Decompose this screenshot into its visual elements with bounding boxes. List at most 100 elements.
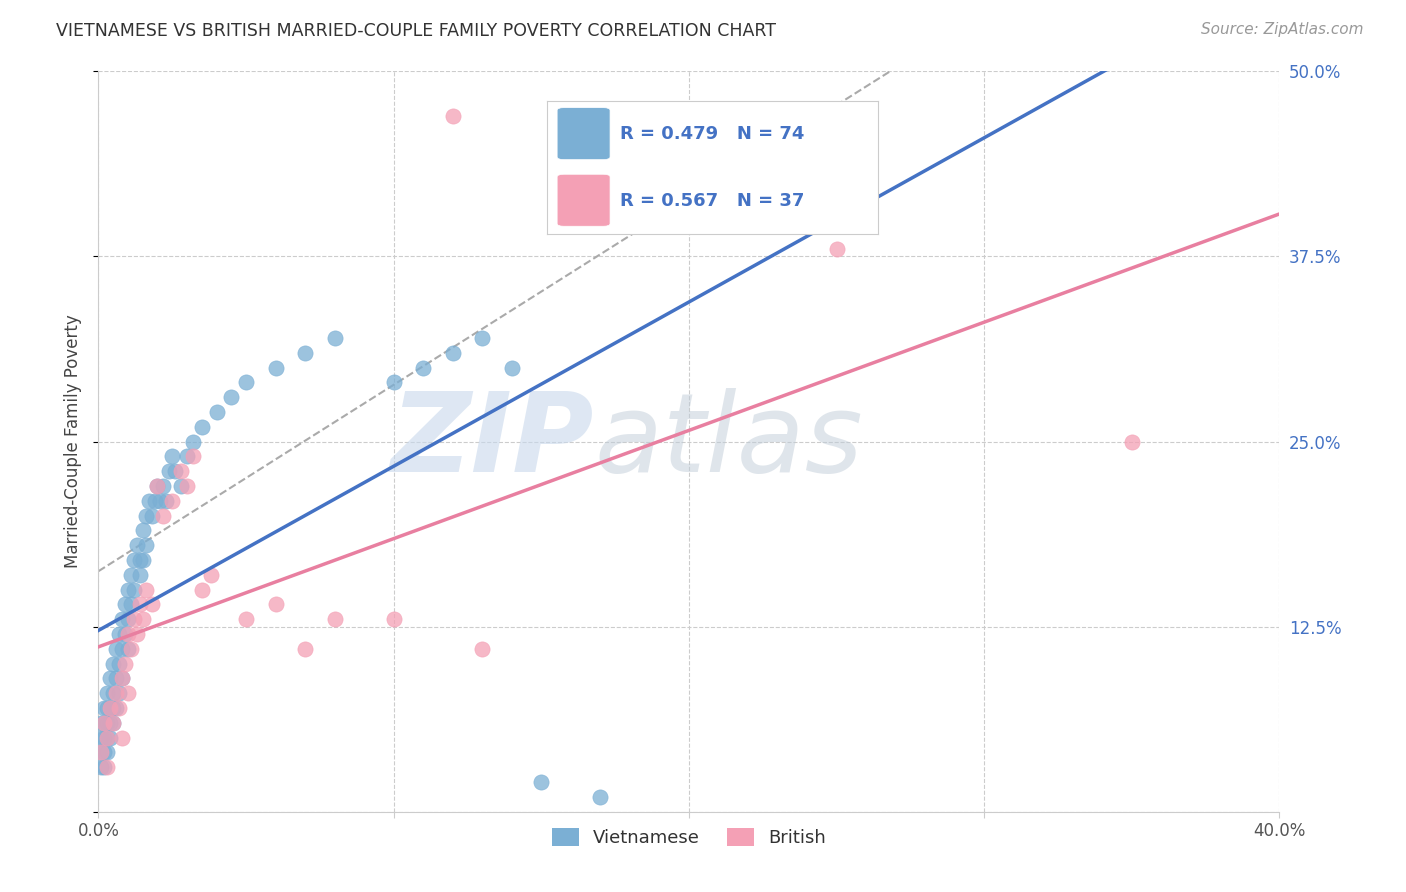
Point	[170, 464, 193, 478]
Point	[120, 567, 142, 582]
Point	[103, 686, 125, 700]
Point	[128, 567, 150, 582]
Point	[120, 598, 142, 612]
Point	[221, 390, 243, 404]
Point	[135, 508, 157, 523]
Point	[90, 746, 112, 760]
Point	[205, 405, 228, 419]
Point	[128, 553, 150, 567]
Point	[98, 672, 121, 686]
Point	[170, 479, 193, 493]
Point	[98, 701, 121, 715]
Point	[501, 360, 523, 375]
Point	[93, 760, 115, 774]
Text: atlas: atlas	[595, 388, 863, 495]
Point	[181, 434, 204, 449]
Point	[111, 612, 134, 626]
Point	[105, 641, 128, 656]
Point	[471, 641, 494, 656]
Point	[96, 731, 118, 745]
Point	[93, 715, 115, 730]
Point	[108, 657, 131, 671]
Point	[111, 672, 134, 686]
Point	[294, 345, 316, 359]
Point	[294, 641, 316, 656]
Point	[122, 582, 145, 597]
Point	[128, 598, 150, 612]
Point	[117, 686, 139, 700]
Point	[135, 582, 157, 597]
Point	[176, 450, 198, 464]
Point	[264, 598, 287, 612]
Point	[157, 464, 180, 478]
Point	[1121, 434, 1143, 449]
Point	[200, 567, 222, 582]
Point	[122, 612, 145, 626]
Point	[90, 715, 112, 730]
Point	[471, 331, 494, 345]
Point	[96, 746, 118, 760]
Point	[141, 508, 163, 523]
Point	[120, 641, 142, 656]
Point	[165, 464, 187, 478]
Point	[235, 612, 257, 626]
Point	[155, 493, 177, 508]
Text: VIETNAMESE VS BRITISH MARRIED-COUPLE FAMILY POVERTY CORRELATION CHART: VIETNAMESE VS BRITISH MARRIED-COUPLE FAM…	[56, 22, 776, 40]
Point	[117, 612, 139, 626]
Point	[117, 627, 139, 641]
Point	[117, 641, 139, 656]
Legend: Vietnamese, British: Vietnamese, British	[544, 821, 834, 855]
Point	[162, 493, 183, 508]
Point	[132, 524, 155, 538]
Point	[181, 450, 204, 464]
Point	[111, 731, 134, 745]
Point	[132, 612, 155, 626]
Point	[93, 731, 115, 745]
Point	[122, 553, 145, 567]
Point	[162, 450, 183, 464]
Point	[96, 731, 118, 745]
Point	[98, 731, 121, 745]
Point	[412, 360, 434, 375]
Point	[125, 538, 148, 552]
Point	[441, 345, 464, 359]
Point	[441, 109, 464, 123]
Point	[96, 715, 118, 730]
Point	[105, 686, 128, 700]
Point	[264, 360, 287, 375]
Point	[105, 701, 128, 715]
Point	[93, 701, 115, 715]
Point	[143, 493, 166, 508]
Point	[98, 701, 121, 715]
Point	[141, 598, 163, 612]
Point	[152, 479, 174, 493]
Point	[530, 775, 553, 789]
Point	[111, 672, 134, 686]
Point	[382, 612, 405, 626]
Point	[382, 376, 405, 390]
Point	[108, 686, 131, 700]
Point	[98, 715, 121, 730]
Point	[135, 538, 157, 552]
Point	[108, 701, 131, 715]
Point	[103, 657, 125, 671]
Point	[90, 746, 112, 760]
Point	[191, 582, 214, 597]
Y-axis label: Married-Couple Family Poverty: Married-Couple Family Poverty	[65, 315, 83, 568]
Point	[96, 760, 118, 774]
Point	[90, 731, 112, 745]
Point	[132, 553, 155, 567]
Point	[589, 789, 612, 804]
Point	[146, 479, 169, 493]
Point	[114, 598, 136, 612]
Point	[96, 701, 118, 715]
Point	[149, 493, 172, 508]
Point	[176, 479, 198, 493]
Point	[152, 508, 174, 523]
Point	[323, 612, 346, 626]
Point	[108, 627, 131, 641]
Point	[90, 760, 112, 774]
Text: ZIP: ZIP	[391, 388, 595, 495]
Point	[105, 672, 128, 686]
Point	[111, 641, 134, 656]
